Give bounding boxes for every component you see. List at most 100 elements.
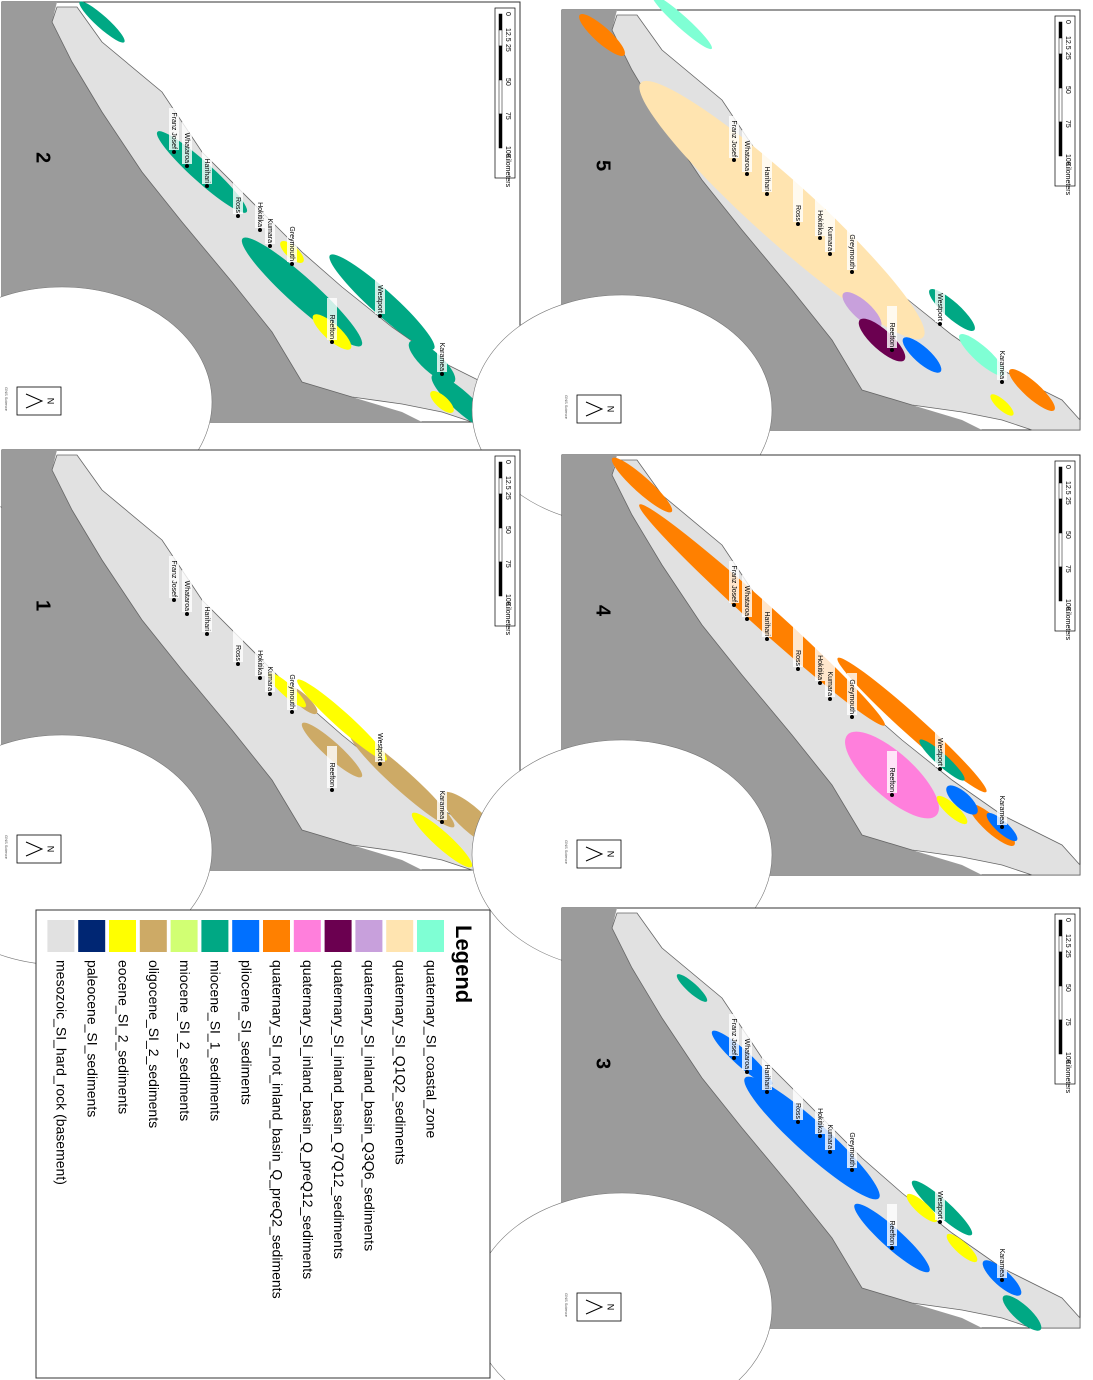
town-label: Karamea <box>438 791 445 820</box>
town-label: Hokitika <box>816 1108 823 1133</box>
town-label-bg <box>825 655 835 697</box>
geology-patch <box>936 795 968 825</box>
north-label: N <box>46 846 56 853</box>
scale-label: 75 <box>504 560 511 568</box>
geology-patch <box>611 457 673 513</box>
north-label: N <box>46 398 56 405</box>
scale-segment <box>1058 498 1063 534</box>
town-label: Westport <box>376 733 383 761</box>
town-dot <box>236 214 240 218</box>
town-label-bg <box>255 634 265 676</box>
scale-label: 12.5 <box>1064 36 1071 50</box>
town-dot <box>268 692 272 696</box>
town-label: Hokitika <box>256 202 263 227</box>
legend-swatch <box>78 920 106 952</box>
scale-segment <box>1058 53 1063 89</box>
town-dot <box>236 662 240 666</box>
geology-patch <box>676 974 708 1002</box>
legend-label: quaternary_SI_not_inland_basin_Q_preQ2_s… <box>269 960 285 1299</box>
scale-segment <box>498 13 503 31</box>
legend-swatch <box>293 920 321 952</box>
town-dot <box>745 172 749 176</box>
town-label-bg <box>825 210 835 252</box>
scale-segment <box>1058 482 1063 500</box>
panel-number: 3 <box>592 1058 614 1069</box>
town-label: Ross <box>794 205 801 221</box>
scale-label: 12.5 <box>504 476 511 490</box>
town-dot <box>765 637 769 641</box>
geology-patch <box>902 337 942 373</box>
town-dot <box>890 348 894 352</box>
geology-patch <box>79 1 125 43</box>
scale-unit: Kilometers <box>1064 1060 1071 1094</box>
town-label: Franz Josef <box>730 1018 737 1055</box>
geology-patch <box>946 785 978 815</box>
north-box <box>576 394 622 424</box>
town-label: Franz Josef <box>730 120 737 157</box>
scale-label: 75 <box>1064 120 1071 128</box>
town-label-bg <box>202 590 212 632</box>
panel-number: 1 <box>32 600 54 611</box>
scale-label: 0 <box>1064 465 1071 469</box>
town-dot <box>268 244 272 248</box>
legend-swatch <box>47 920 75 952</box>
town-label-bg <box>815 194 825 236</box>
scale-segment <box>1058 951 1063 987</box>
panel-number: 2 <box>32 152 54 163</box>
town-label-bg <box>327 298 337 340</box>
town-dot <box>378 314 382 318</box>
scale-label: 75 <box>1064 1018 1071 1026</box>
town-label-bg <box>762 595 772 637</box>
map-panel: Karamea Westport Reefton Greymouth KumaraHok… <box>0 1 521 518</box>
scale-label: 25 <box>1064 52 1071 60</box>
town-label-bg <box>729 1014 739 1056</box>
town-dot <box>440 820 444 824</box>
town-label: Kumara <box>826 226 833 251</box>
north-box <box>16 834 62 864</box>
legend-label: miocene_SI_1_sediments <box>208 960 224 1121</box>
town-label: Westport <box>936 293 943 321</box>
geology-patch <box>990 394 1014 416</box>
scale-label: 100 <box>1064 1052 1071 1064</box>
town-label: Reefton <box>328 314 335 339</box>
town-dot <box>1000 1278 1004 1282</box>
legend-swatch <box>263 920 290 952</box>
town-label-bg <box>327 746 337 788</box>
town-label-bg <box>437 330 447 372</box>
geology-patch <box>1009 369 1055 411</box>
town-label: Whataroa <box>743 141 750 171</box>
town-label: Karamea <box>998 351 1005 380</box>
town-label-bg <box>287 220 297 262</box>
town-dot <box>290 710 294 714</box>
town-dot <box>290 262 294 266</box>
town-label-bg <box>935 280 945 322</box>
town-label: Franz Josef <box>170 112 177 149</box>
scale-label: 0 <box>504 460 511 464</box>
town-label: Ross <box>234 645 241 661</box>
panel-number: 5 <box>592 160 614 171</box>
town-label-bg <box>887 306 897 348</box>
town-label: Franz Josef <box>730 565 737 602</box>
map-panel: Karamea Westport Reefton Greymouth KumaraHok… <box>471 0 1081 526</box>
north-arrow <box>25 393 44 409</box>
town-dot <box>185 164 189 168</box>
town-label-bg <box>437 778 447 820</box>
town-dot <box>440 372 444 376</box>
scale-segment <box>498 527 503 563</box>
town-label-bg <box>935 725 945 767</box>
geology-patch <box>652 0 712 50</box>
scale-unit: Kilometers <box>504 602 511 636</box>
town-label-bg <box>815 639 825 681</box>
town-dot <box>828 1150 832 1154</box>
town-label-bg <box>375 720 385 762</box>
town-label: Reefton <box>328 762 335 787</box>
town-label-bg <box>793 1078 803 1120</box>
town-dot <box>378 762 382 766</box>
town-dot <box>890 1246 894 1250</box>
legend-title: Legend <box>451 925 476 1003</box>
scale-label: 25 <box>504 492 511 500</box>
town-label: Kumara <box>266 218 273 243</box>
legend-label: mesozoic_SI_hard_rock (basement) <box>54 960 70 1185</box>
